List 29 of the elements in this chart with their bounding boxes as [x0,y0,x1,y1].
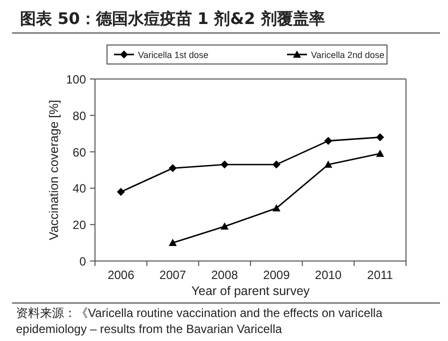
point [220,160,229,169]
point [324,160,332,168]
x-axis-title: Year of parent survey [191,284,310,298]
point [324,136,332,145]
x-tick-label: 2009 [263,268,290,282]
point [168,164,177,172]
y-tick-label: 0 [79,254,86,268]
chart-title: 图表 50：德国水痘疫苗 1 剂&2 剂覆盖率 [20,9,325,28]
x-tick-label: 2007 [159,268,186,282]
point [116,188,125,196]
text: 资料来源：《Varicella routine vaccination and the effects on varicella epidemiology – results from the Bavarian Varicella [16,305,384,337]
point [376,133,384,142]
point [220,222,229,230]
y-tick-label: 100 [66,72,86,86]
x-tick-label: 2006 [108,268,135,282]
x-tick-label: 2011 [367,268,394,282]
point [376,150,384,157]
y-tick-label: 40 [72,182,86,196]
x-tick-label: 2008 [211,268,238,282]
y-tick-label: 20 [72,218,86,232]
legend-label: Varicella 1st dose [138,50,208,60]
legend-label: Varicella 2nd dose [311,50,384,60]
x-tick-label: 2010 [314,268,342,282]
y-axis-title: Vaccination coverage [%] [47,100,61,240]
point [168,238,177,246]
y-tick-label: 60 [72,145,86,160]
point [272,204,280,212]
y-tick-label: 80 [72,108,86,123]
point [272,160,280,169]
